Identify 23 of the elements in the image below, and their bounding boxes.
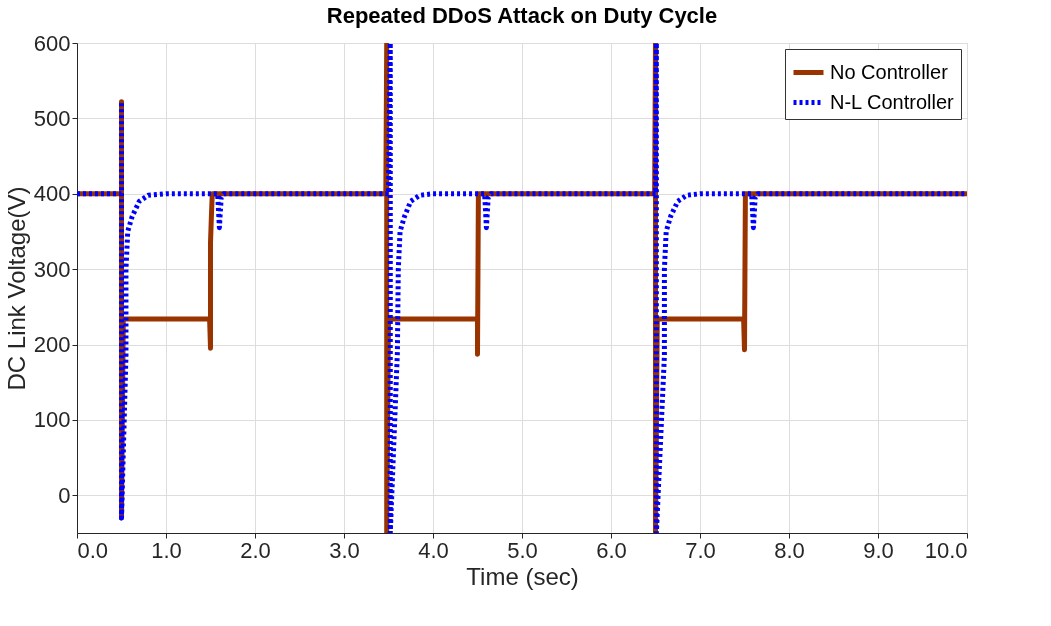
x-tick-label: 6.0 bbox=[596, 537, 627, 563]
x-tick-label: 0.0 bbox=[77, 537, 109, 563]
legend-label: No Controller bbox=[830, 60, 949, 83]
x-tick-label: 8.0 bbox=[774, 537, 805, 563]
x-tick-label: 3.0 bbox=[329, 537, 360, 563]
y-tick-label: 400 bbox=[33, 181, 71, 207]
y-tick-label: 100 bbox=[33, 407, 71, 433]
chart-title: Repeated DDoS Attack on Duty Cycle bbox=[326, 3, 718, 28]
x-tick-label: 9.0 bbox=[863, 537, 894, 563]
y-axis-title: DC Link Voltage(V) bbox=[2, 186, 30, 391]
y-tick-label: 0 bbox=[58, 482, 71, 508]
x-tick-label: 10.0 bbox=[924, 537, 968, 563]
x-tick-label: 4.0 bbox=[418, 537, 449, 563]
y-tick-label: 300 bbox=[33, 256, 71, 282]
x-tick-label: 7.0 bbox=[685, 537, 716, 563]
y-tick-label: 200 bbox=[33, 332, 71, 358]
x-tick-label: 2.0 bbox=[240, 537, 271, 563]
x-tick-label: 1.0 bbox=[151, 537, 182, 563]
y-tick-label: 500 bbox=[33, 105, 71, 131]
x-axis-title: Time (sec) bbox=[466, 562, 579, 590]
y-tick-label: 600 bbox=[33, 30, 71, 56]
x-tick-label: 5.0 bbox=[507, 537, 538, 563]
legend-label: N-L Controller bbox=[830, 90, 955, 113]
